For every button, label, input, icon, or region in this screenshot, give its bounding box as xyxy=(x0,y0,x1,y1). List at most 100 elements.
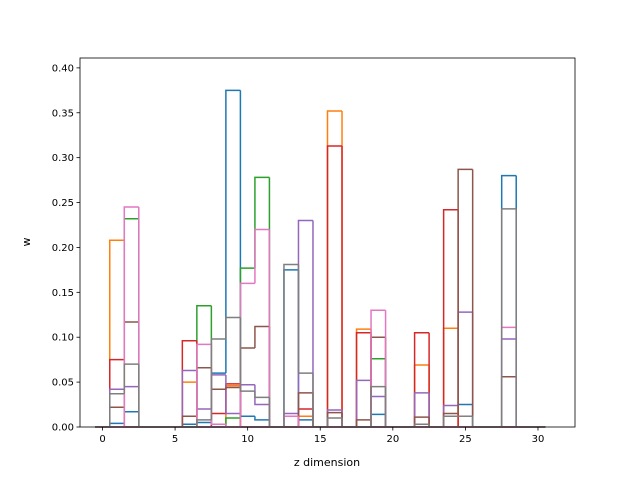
hist-step xyxy=(515,339,531,428)
y-tick-label: 0.35 xyxy=(52,108,74,119)
hist-step xyxy=(196,419,212,427)
hist-step xyxy=(370,309,386,427)
hist-step xyxy=(210,344,226,426)
hist-step xyxy=(428,392,444,428)
hist-step xyxy=(239,90,255,417)
hist-step xyxy=(283,269,299,427)
hist-step xyxy=(138,364,154,428)
hist-step xyxy=(283,415,299,427)
hist-step xyxy=(457,209,473,428)
hist-step xyxy=(370,336,386,420)
hist-step xyxy=(254,384,270,406)
y-tick-label: 0.05 xyxy=(52,378,74,389)
hist-step xyxy=(254,325,270,348)
hist-step xyxy=(196,343,212,427)
y-tick-label: 0.00 xyxy=(52,423,74,434)
hist-step xyxy=(297,264,313,374)
hist-step xyxy=(500,338,517,427)
hist-step xyxy=(500,375,517,427)
y-tick-label: 0.40 xyxy=(52,63,74,74)
hist-step xyxy=(355,379,372,427)
hist-step xyxy=(384,396,401,428)
hist-step xyxy=(413,392,430,427)
hist-step xyxy=(109,239,125,427)
hist-step xyxy=(254,391,270,399)
hist-step xyxy=(312,409,328,428)
hist-step xyxy=(471,416,488,428)
hist-step xyxy=(326,110,343,427)
hist-step xyxy=(196,370,212,410)
hist-step xyxy=(370,358,386,427)
hist-step xyxy=(268,404,284,428)
hist-step xyxy=(109,393,125,427)
hist-step xyxy=(370,413,386,427)
hist-step xyxy=(428,417,444,428)
hist-step xyxy=(457,168,473,414)
hist-step xyxy=(428,365,444,428)
hist-step xyxy=(254,176,270,269)
hist-step xyxy=(341,418,357,428)
hist-step xyxy=(428,332,444,428)
hist-step xyxy=(326,417,343,427)
hist-step xyxy=(283,263,299,427)
hist-step xyxy=(312,416,328,428)
hist-step xyxy=(268,177,284,428)
hist-step xyxy=(297,416,313,428)
x-tick-label: 30 xyxy=(532,434,545,445)
hist-step xyxy=(254,228,270,284)
hist-step xyxy=(109,388,125,427)
hist-step xyxy=(196,421,212,425)
hist-step xyxy=(297,269,313,421)
hist-step xyxy=(384,310,401,428)
hist-step xyxy=(457,328,473,428)
hist-step xyxy=(515,376,531,428)
hist-step xyxy=(370,380,386,398)
hist-step xyxy=(225,374,241,415)
hist-step xyxy=(428,424,444,428)
hist-step xyxy=(442,327,459,427)
hist-step xyxy=(225,384,241,427)
x-axis-label: z dimension xyxy=(294,456,360,469)
hist-step xyxy=(370,385,386,427)
hist-step xyxy=(138,386,154,428)
hist-step xyxy=(384,337,401,428)
hist-step xyxy=(210,338,226,420)
hist-step xyxy=(413,423,430,427)
x-tick-label: 25 xyxy=(459,434,472,445)
hist-step xyxy=(471,312,488,428)
x-tick-label: 10 xyxy=(241,434,254,445)
hist-step xyxy=(500,208,517,427)
hist-step xyxy=(254,416,270,421)
hist-step xyxy=(196,340,212,428)
hist-step xyxy=(312,373,328,428)
hist-step xyxy=(239,282,255,427)
hist-step xyxy=(355,328,372,427)
hist-step xyxy=(326,145,343,427)
hist-step xyxy=(181,369,197,427)
hist-step xyxy=(297,219,313,414)
x-tick-label: 5 xyxy=(172,434,178,445)
hist-step xyxy=(138,218,154,428)
hist-step xyxy=(297,415,313,427)
hist-step xyxy=(268,229,284,428)
y-tick-label: 0.15 xyxy=(52,288,74,299)
hist-step xyxy=(239,385,255,428)
hist-step xyxy=(515,175,531,428)
hist-step xyxy=(413,331,430,427)
hist-step xyxy=(123,217,139,427)
x-tick-label: 15 xyxy=(314,434,327,445)
hist-step xyxy=(312,392,328,428)
hist-step xyxy=(138,321,154,428)
hist-step xyxy=(341,412,357,428)
hist-step xyxy=(471,169,488,428)
hist-step xyxy=(181,415,197,427)
hist-step xyxy=(239,317,255,392)
hist-step xyxy=(225,316,241,340)
hist-step xyxy=(370,332,386,428)
hist-step xyxy=(210,372,226,423)
y-tick-label: 0.20 xyxy=(52,243,74,254)
hist-step xyxy=(326,411,343,427)
hist-step xyxy=(384,386,401,428)
hist-step xyxy=(312,220,328,428)
hist-step xyxy=(297,392,313,427)
